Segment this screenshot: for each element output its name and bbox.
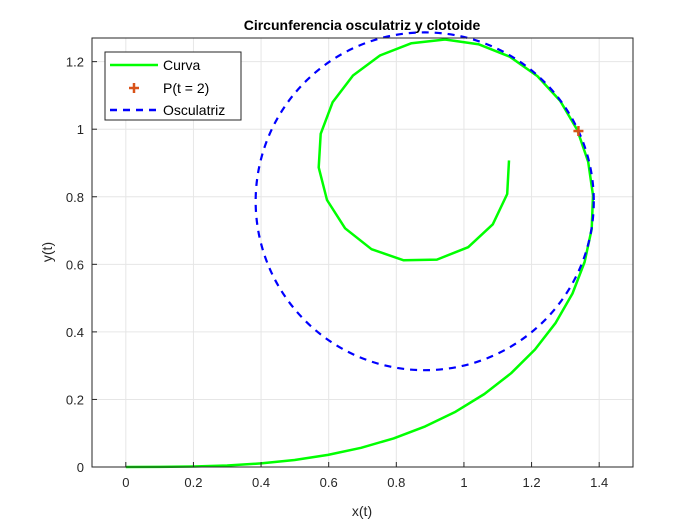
legend-label-osculatriz: Osculatriz bbox=[163, 102, 225, 118]
x-tick-label: 0.2 bbox=[184, 475, 202, 490]
series-osculatriz bbox=[254, 31, 595, 372]
chart-title: Circunferencia osculatriz y clotoide bbox=[244, 17, 481, 33]
legend-marker-point bbox=[129, 83, 139, 93]
y-tick-label: 0 bbox=[77, 460, 84, 475]
y-tick-label: 0.8 bbox=[66, 190, 84, 205]
legend: Curva P(t = 2) Osculatriz bbox=[104, 51, 242, 121]
y-axis-label: y(t) bbox=[39, 242, 55, 262]
y-tick-label: 0.4 bbox=[66, 325, 84, 340]
x-tick-label: 1.2 bbox=[523, 475, 541, 490]
y-tick-label: 1 bbox=[77, 122, 84, 137]
x-tick-label: 1 bbox=[460, 475, 467, 490]
y-tick-label: 1.2 bbox=[66, 55, 84, 70]
x-tick-label: 0.8 bbox=[387, 475, 405, 490]
legend-label-curva: Curva bbox=[163, 57, 201, 73]
legend-label-point: P(t = 2) bbox=[163, 80, 209, 96]
y-tick-label: 0.6 bbox=[66, 257, 84, 272]
x-tick-label: 1.4 bbox=[590, 475, 608, 490]
x-tick-label: 0 bbox=[122, 475, 129, 490]
axes-box bbox=[91, 37, 634, 468]
point-p-t2 bbox=[573, 126, 584, 137]
x-tick-label: 0.6 bbox=[320, 475, 338, 490]
y-tick-label: 0.2 bbox=[66, 392, 84, 407]
x-axis-label: x(t) bbox=[352, 503, 372, 519]
x-tick-label: 0.4 bbox=[252, 475, 270, 490]
